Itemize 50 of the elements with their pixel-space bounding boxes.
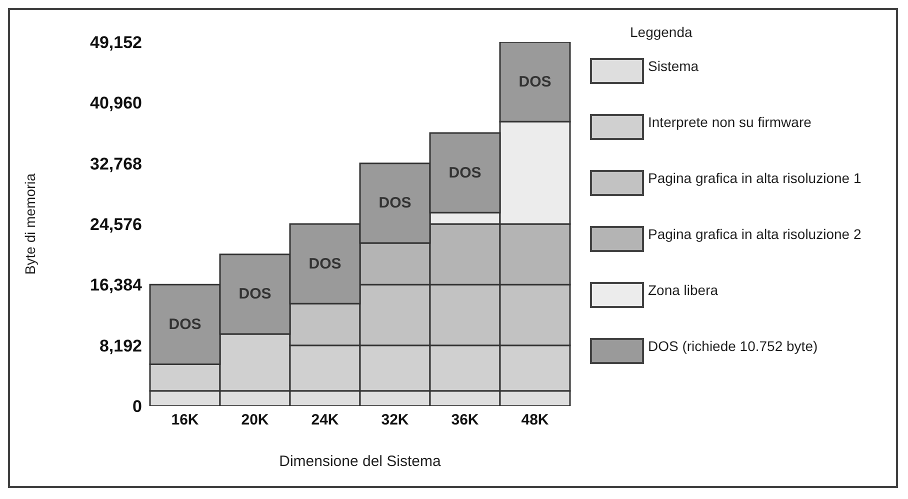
data-label: DOS [308,255,342,272]
data-label: DOS [378,194,412,212]
y-tick-label: 0 [132,397,142,416]
legend-title: Leggenda [630,24,694,40]
bar [499,223,571,286]
bar [149,284,221,366]
bar [219,333,291,392]
bar [359,242,431,286]
bar [499,284,571,346]
legend-label: Sistema [648,58,699,74]
data-label: DOS [168,316,202,333]
bar [289,302,361,346]
bar [499,42,571,122]
y-tick-label: 49,152 [90,33,142,52]
frame: 16K 20K 24K 32K 36K 48K Dimensione del Sistema 0 8,192 16,384 24,576 32,768 40,960 49,152 Byte di memoria DOS DOS DOS DOS DOS DOS Leggenda Sistema Interprete non su firmware Pagina grafica in alta risoluzione 1 Pagina grafica in alta risoluzione 2 Zona libera DOS (richiede 10.752 byte) [8,8,898,488]
y-tick-label: 40,960 [90,94,142,113]
data-label: DOS [518,73,552,90]
legend-label: DOS (richiede 10.752 byte) [648,338,818,354]
x-tick-label: 24K [311,412,339,429]
bar [499,390,571,406]
y-axis-title: Byte di memoria [22,173,38,275]
legend-label: Zona libera [648,282,718,298]
bar [149,364,221,392]
data-label: DOS [448,164,482,182]
bar [289,223,361,304]
x-axis-title: Dimensione del Sistema [279,453,442,470]
legend-label: Pagina grafica in alta risoluzione 2 [648,226,862,242]
bar [499,344,571,392]
x-tick-label: 20K [241,412,269,429]
x-tick-label: 36K [451,412,479,429]
bar [499,120,571,225]
x-tick-label: 32K [381,412,409,429]
legend-label: Interprete non su firmware [648,114,812,130]
x-tick-label: 16K [171,412,199,429]
legend-label: Pagina grafica in alta risoluzione 1 [648,170,862,186]
bar [359,162,431,244]
bar [429,223,501,286]
y-tick-label: 24,576 [90,215,142,234]
y-tick-label: 8,192 [99,336,142,356]
x-tick-label: 48K [521,412,549,429]
bar [359,284,431,346]
data-label: DOS [238,286,272,303]
bar [429,284,501,346]
bar [219,254,291,335]
y-tick-label: 16,384 [90,276,143,295]
y-tick-label: 32,768 [90,154,142,174]
bar [359,344,431,392]
bar [429,132,501,214]
bar [429,344,501,392]
bar [289,344,361,392]
